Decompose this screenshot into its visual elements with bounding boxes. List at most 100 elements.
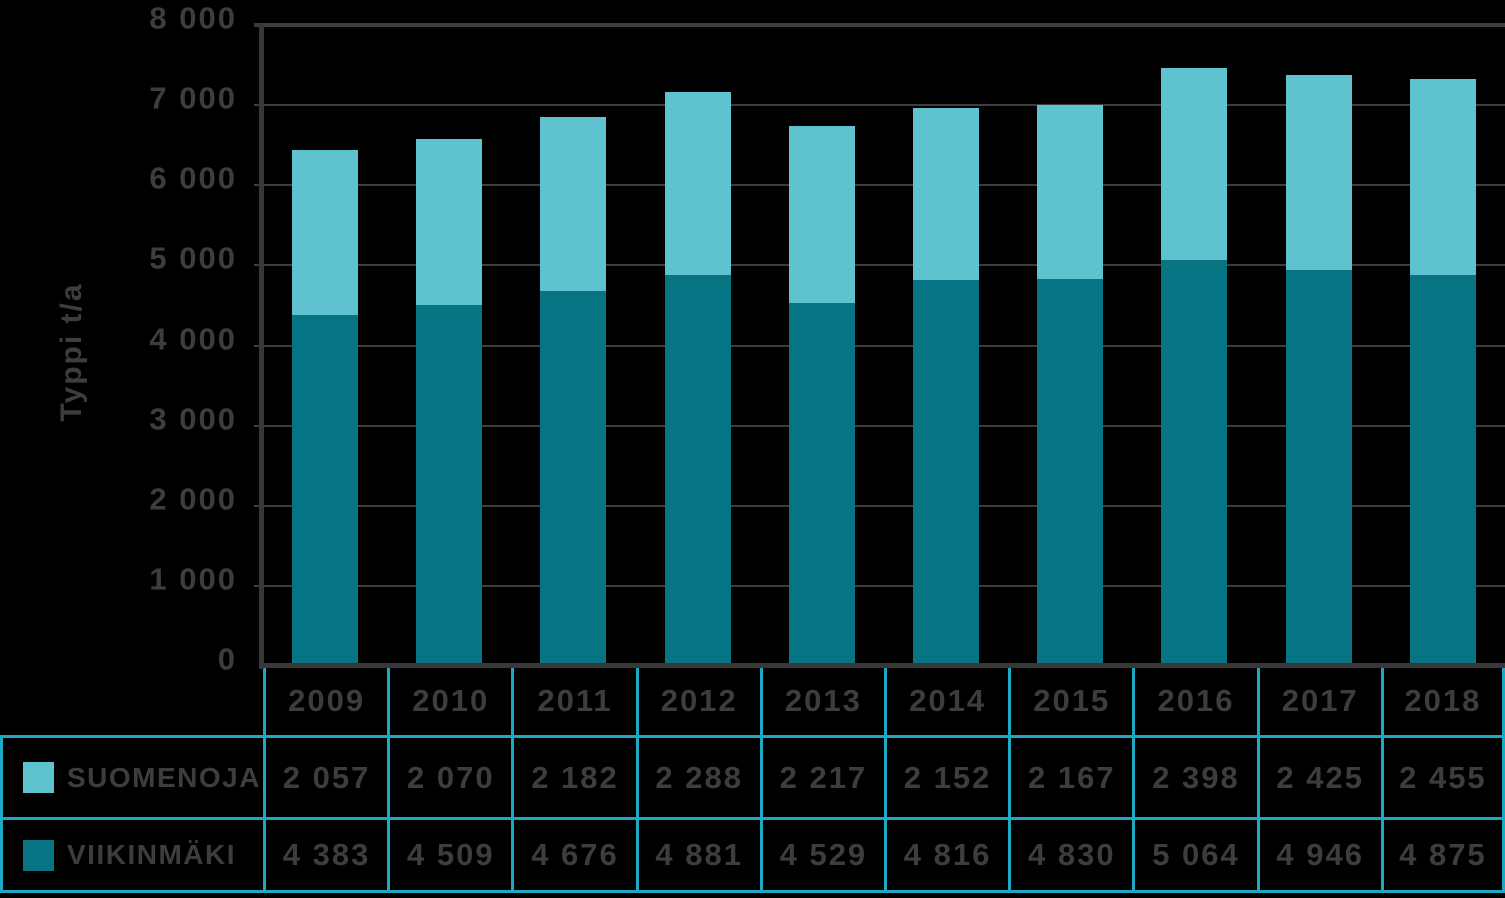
value-cell-viikinmäki-2010: 4 509 — [387, 817, 512, 893]
gridline-3000 — [254, 424, 1505, 427]
year-header-cell-2012: 2012 — [635, 666, 760, 735]
value-cell-suomenoja-2014: 2 152 — [883, 735, 1009, 817]
bar-2011 — [540, 25, 607, 666]
bar-2018 — [1409, 25, 1476, 666]
bar-segment-viikinmäki-2011 — [540, 291, 607, 666]
value-cell-viikinmäki-2014: 4 816 — [883, 817, 1009, 893]
bar-segment-viikinmäki-2010 — [416, 304, 483, 666]
y-axis-tick-label: 6 000 — [149, 160, 237, 196]
bar-2014 — [913, 25, 980, 666]
value-cell-viikinmäki-2015: 4 830 — [1008, 817, 1133, 893]
bar-column-2011 — [511, 25, 635, 666]
x-axis-line — [259, 663, 1505, 668]
bar-column-2017 — [1257, 25, 1381, 666]
legend-swatch-viikinmäki — [23, 839, 54, 871]
value-cell-viikinmäki-2018: 4 875 — [1380, 817, 1505, 893]
y-axis-line — [259, 23, 264, 669]
y-axis-tick-label: 2 000 — [149, 481, 237, 517]
bar-2016 — [1161, 25, 1228, 666]
year-header-cell-2014: 2014 — [883, 666, 1008, 735]
bar-column-2014 — [884, 25, 1008, 666]
year-header-cell-2013: 2013 — [759, 666, 884, 735]
gridline-5000 — [254, 264, 1505, 267]
bar-segment-suomenoja-2016 — [1161, 68, 1228, 261]
year-header-cell-2016: 2016 — [1132, 666, 1256, 735]
data-table: 2009 2010 2011 2012 2013 2014 2015 2016 2017 2018… — [0, 666, 1505, 893]
value-cell-suomenoja-2009: 2 057 — [263, 735, 388, 817]
y-axis-tick-label: 5 000 — [149, 240, 237, 276]
bar-segment-suomenoja-2009 — [292, 150, 359, 315]
value-cell-viikinmäki-2011: 4 676 — [511, 817, 636, 893]
legend-swatch-suomenoja — [23, 762, 54, 793]
y-axis-tick-label: 0 — [217, 641, 237, 677]
bar-segment-viikinmäki-2017 — [1285, 269, 1352, 666]
bar-segment-suomenoja-2012 — [664, 91, 731, 275]
bar-segment-suomenoja-2014 — [913, 107, 980, 281]
year-header-cell-2011: 2011 — [511, 666, 635, 735]
legend-label-viikinmäki: VIIKINMÄKI — [67, 839, 236, 870]
bar-2013 — [788, 25, 855, 666]
gridline-2000 — [254, 504, 1505, 507]
bar-segment-viikinmäki-2015 — [1037, 279, 1104, 666]
year-header-cell-2018: 2018 — [1380, 666, 1505, 735]
year-header-cell-2009: 2009 — [263, 666, 387, 735]
bar-segment-viikinmäki-2013 — [788, 303, 855, 666]
y-axis-tick-labels: 8 000 7 000 6 000 5 000 4 000 3 000 2 000 1 000… — [0, 1, 237, 677]
legend-label-suomenoja: SUOMENOJA — [67, 761, 261, 793]
value-cell-viikinmäki-2012: 4 881 — [635, 817, 760, 893]
bar-segment-suomenoja-2017 — [1285, 75, 1352, 270]
year-header-cell-2015: 2015 — [1008, 666, 1132, 735]
bar-2012 — [664, 25, 731, 666]
bar-segment-suomenoja-2011 — [540, 116, 607, 292]
gridline-6000 — [254, 184, 1505, 187]
y-axis-tick-label: 3 000 — [149, 401, 237, 437]
value-cell-suomenoja-2016: 2 398 — [1132, 735, 1257, 817]
year-header-cell-2010: 2010 — [387, 666, 511, 735]
bar-segment-viikinmäki-2018 — [1409, 275, 1476, 666]
bar-segment-suomenoja-2015 — [1037, 105, 1104, 279]
bar-2010 — [416, 25, 483, 666]
y-axis-tick-label: 4 000 — [149, 321, 237, 357]
bar-2015 — [1037, 25, 1104, 666]
value-cell-viikinmäki-2017: 4 946 — [1256, 817, 1381, 893]
value-cell-suomenoja-2012: 2 288 — [635, 735, 760, 817]
value-cell-viikinmäki-2013: 4 529 — [759, 817, 884, 893]
value-cell-suomenoja-2013: 2 217 — [759, 735, 884, 817]
bar-segment-viikinmäki-2009 — [292, 314, 359, 666]
bar-column-2012 — [636, 25, 760, 666]
legend-cell-suomenoja: SUOMENOJA — [0, 735, 263, 817]
year-header-cell-2017: 2017 — [1256, 666, 1381, 735]
bar-column-2016 — [1132, 25, 1256, 666]
bar-column-2015 — [1008, 25, 1132, 666]
legend-cell-viikinmäki: VIIKINMÄKI — [0, 817, 263, 893]
gridline-7000 — [254, 104, 1505, 107]
y-axis-tick-label: 8 000 — [149, 0, 237, 36]
bar-segment-suomenoja-2013 — [788, 125, 855, 304]
bar-column-2018 — [1381, 25, 1505, 666]
bar-column-2013 — [760, 25, 884, 666]
plot-area — [254, 23, 1505, 669]
bar-segment-suomenoja-2010 — [416, 138, 483, 305]
value-cell-suomenoja-2010: 2 070 — [387, 735, 512, 817]
bar-column-2010 — [387, 25, 511, 666]
value-cell-suomenoja-2018: 2 455 — [1380, 735, 1505, 817]
value-cell-suomenoja-2011: 2 182 — [511, 735, 636, 817]
gridline-4000 — [254, 344, 1505, 347]
bar-segment-viikinmäki-2012 — [664, 274, 731, 666]
bar-segment-viikinmäki-2014 — [913, 280, 980, 666]
bar-segment-viikinmäki-2016 — [1161, 260, 1228, 666]
gridline-8000 — [254, 23, 1505, 27]
value-cell-viikinmäki-2016: 5 064 — [1132, 817, 1257, 893]
bar-column-2009 — [263, 25, 387, 666]
value-cell-suomenoja-2015: 2 167 — [1008, 735, 1133, 817]
bar-2009 — [292, 25, 359, 666]
y-axis-tick-label: 7 000 — [149, 80, 237, 116]
bar-segment-suomenoja-2018 — [1409, 78, 1476, 276]
table-corner-cell — [0, 666, 263, 735]
y-axis-tick-label: 1 000 — [149, 561, 237, 597]
bar-2017 — [1285, 25, 1352, 666]
value-cell-viikinmäki-2009: 4 383 — [263, 817, 388, 893]
value-cell-suomenoja-2017: 2 425 — [1256, 735, 1381, 817]
gridline-1000 — [254, 584, 1505, 587]
